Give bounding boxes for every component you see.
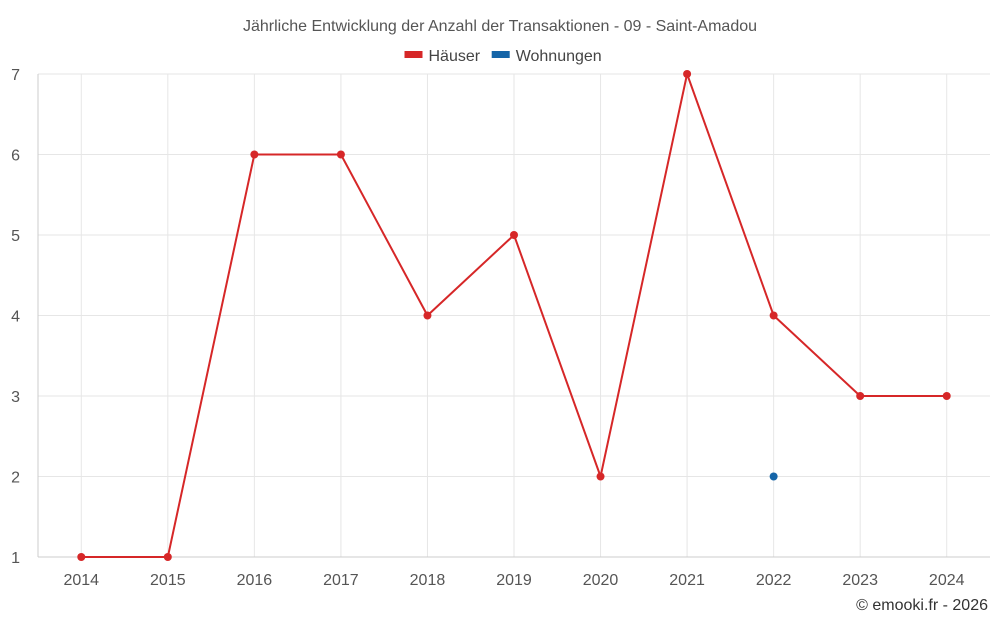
legend-item: Häuser xyxy=(404,48,481,65)
x-tick-label: 2024 xyxy=(929,572,965,589)
y-tick-label: 1 xyxy=(11,550,20,567)
legend: Häuser Wohnungen xyxy=(404,48,602,65)
series-haeuser xyxy=(77,70,951,561)
credit-text: © emooki.fr - 2026 xyxy=(856,597,988,614)
legend-label: Häuser xyxy=(429,48,481,65)
y-tick-label: 5 xyxy=(11,228,20,245)
legend-item: Wohnungen xyxy=(491,48,602,65)
data-point xyxy=(250,150,259,159)
x-tick-label: 2014 xyxy=(63,572,99,589)
legend-swatch xyxy=(491,51,510,58)
grid xyxy=(38,73,990,558)
data-point xyxy=(336,150,345,159)
x-tick-label: 2020 xyxy=(583,572,619,589)
chart-title: Jährliche Entwicklung der Anzahl der Tra… xyxy=(243,18,757,35)
data-point xyxy=(596,472,605,481)
legend-swatch xyxy=(404,51,423,58)
data-point xyxy=(510,231,518,239)
data-point xyxy=(683,70,692,78)
data-point xyxy=(856,392,865,400)
data-point xyxy=(77,553,86,561)
data-point xyxy=(769,472,778,481)
y-tick-label: 4 xyxy=(11,309,20,326)
legend-label: Wohnungen xyxy=(516,48,602,65)
series-wohnungen xyxy=(769,472,778,481)
series-layer xyxy=(77,70,951,561)
data-point xyxy=(423,311,432,320)
y-tick-label: 7 xyxy=(11,67,20,84)
x-tick-label: 2015 xyxy=(150,572,186,589)
x-tick-label: 2016 xyxy=(237,572,273,589)
data-point xyxy=(163,553,172,561)
y-tick-label: 6 xyxy=(11,148,20,165)
x-tick-label: 2022 xyxy=(756,572,792,589)
axes: 1 2 3 4 5 6 7 2014 2015 2016 2017 2018 2019 2020 2021 2… xyxy=(11,67,990,589)
x-tick-label: 2021 xyxy=(669,572,705,589)
y-tick-label: 2 xyxy=(11,470,20,487)
data-point xyxy=(942,392,951,400)
y-tick-label: 3 xyxy=(11,389,20,406)
x-tick-label: 2019 xyxy=(496,572,532,589)
x-tick-label: 2017 xyxy=(323,572,359,589)
data-point xyxy=(769,311,778,320)
x-tick-label: 2023 xyxy=(842,572,878,589)
x-tick-label: 2018 xyxy=(410,572,446,589)
